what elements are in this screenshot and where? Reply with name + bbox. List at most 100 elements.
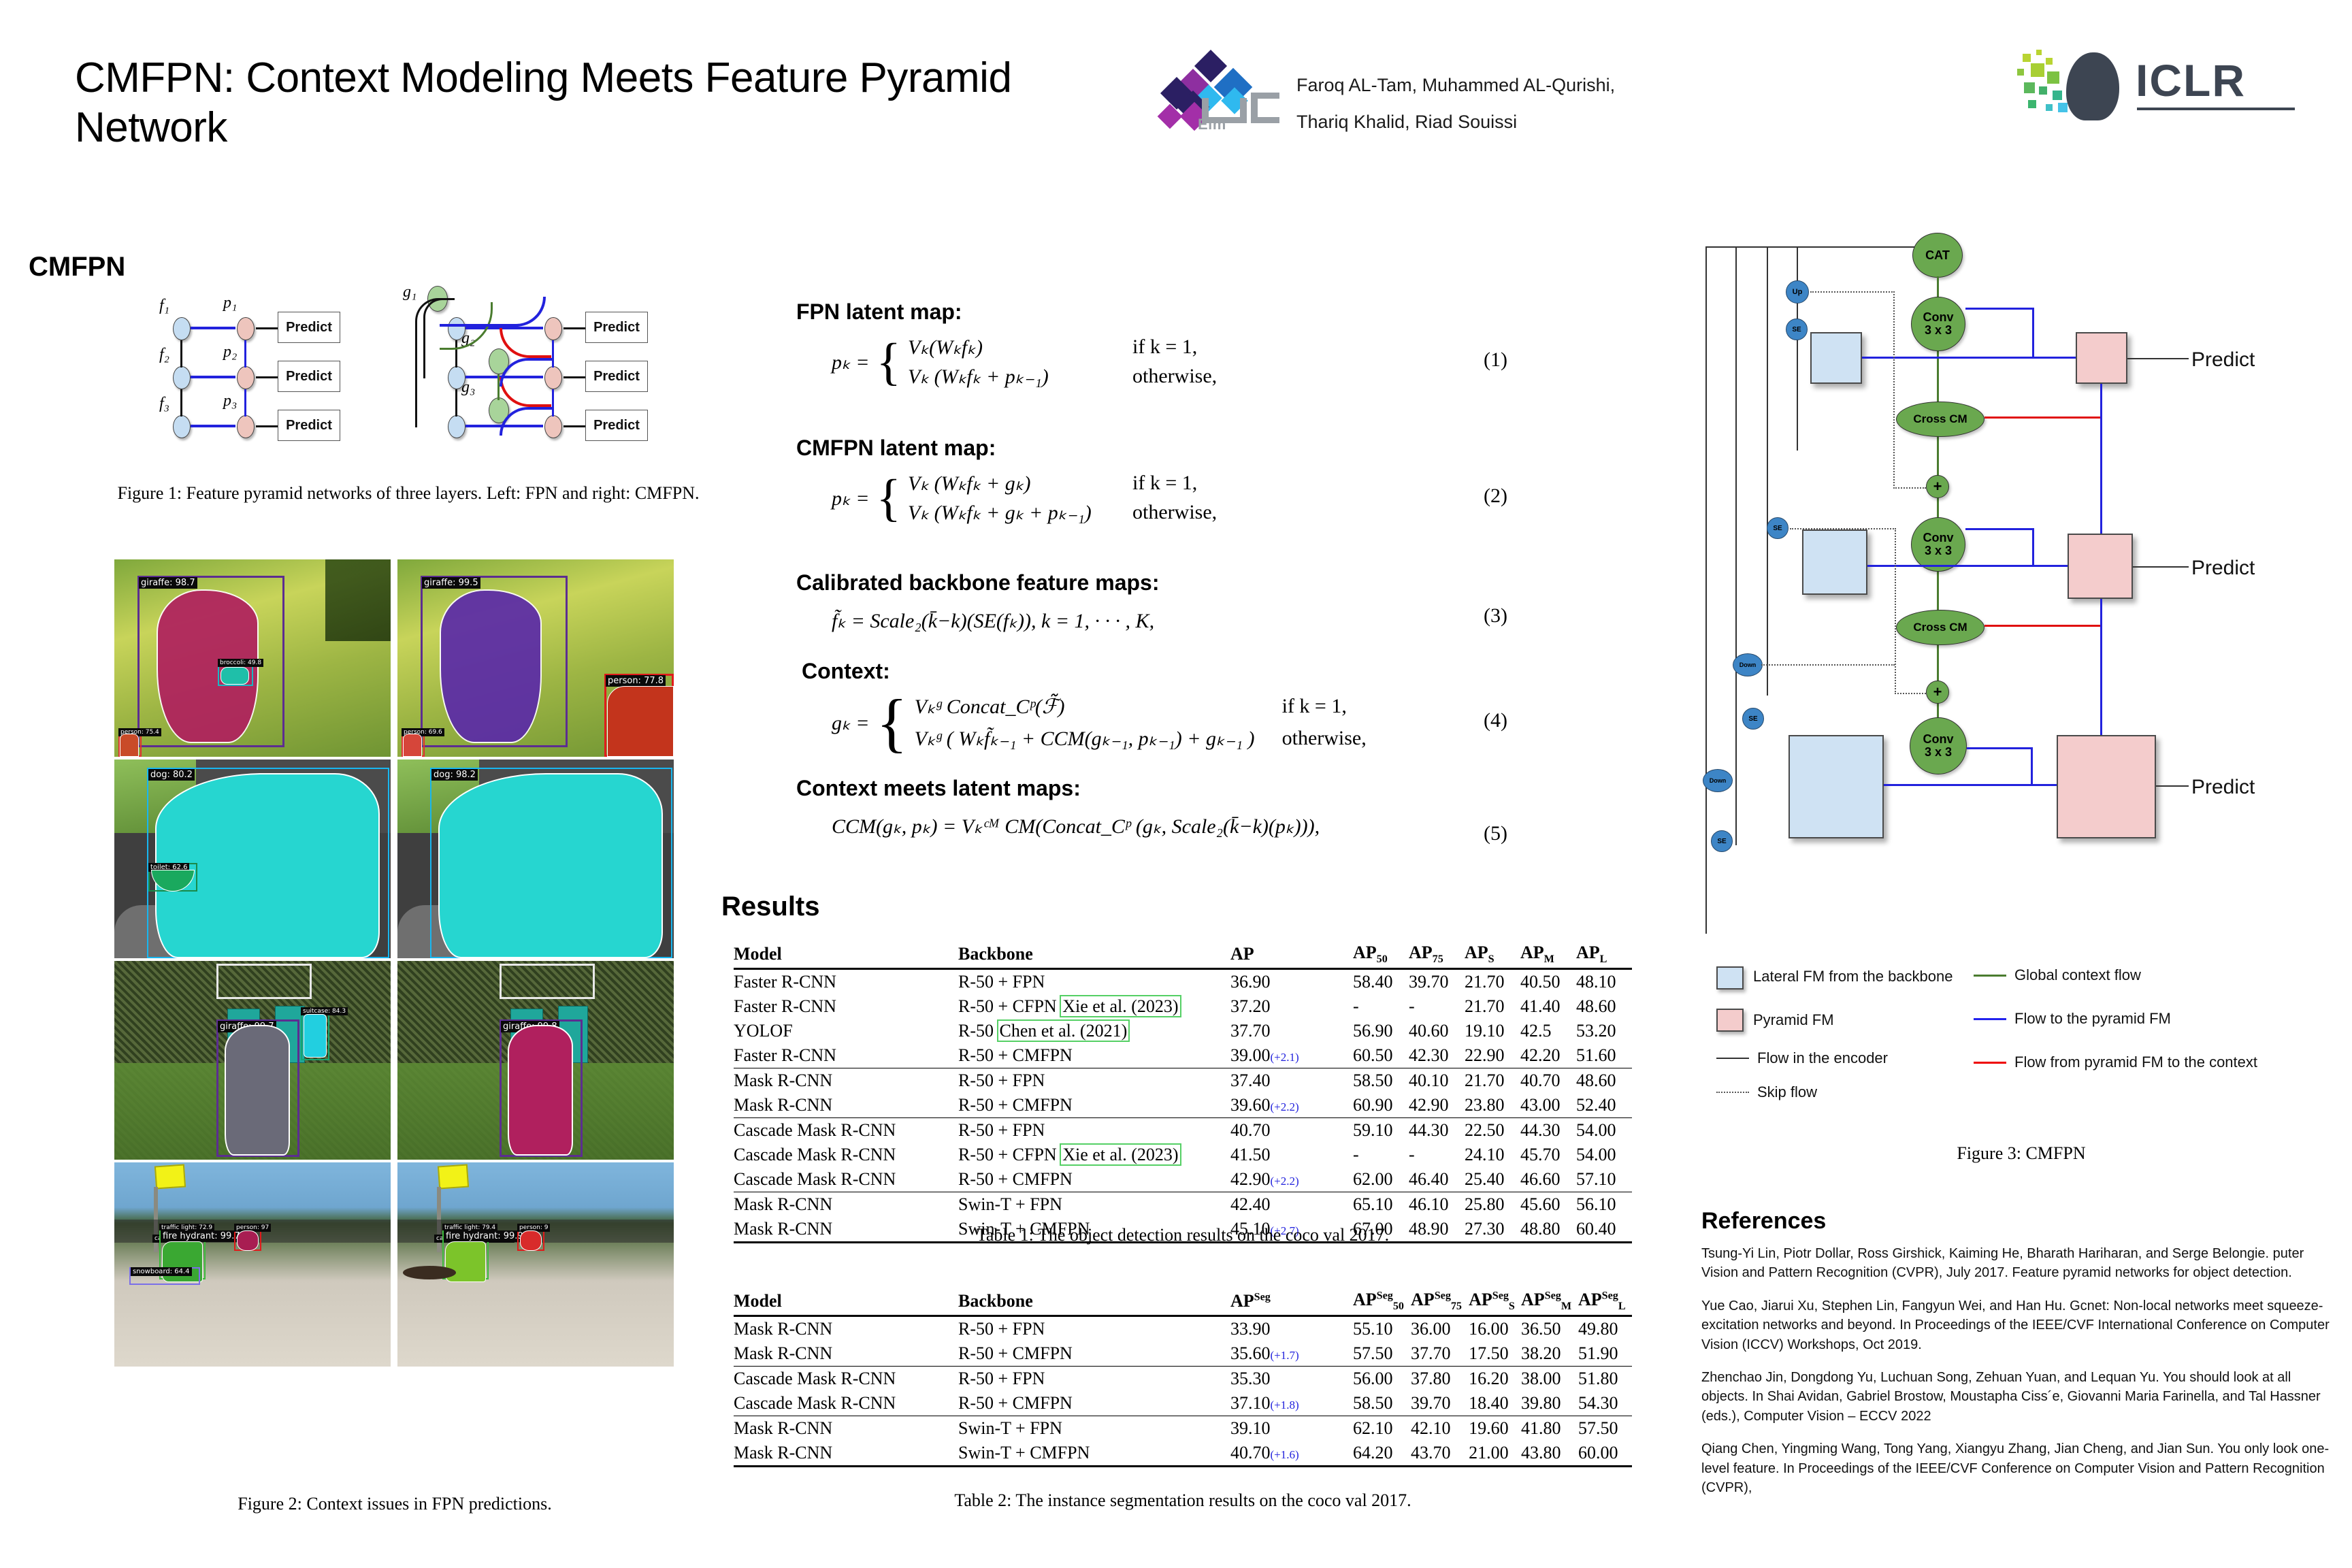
table-row: Cascade Mask R-CNN R-50 + CMFPN 37.10(+1.8… — [734, 1391, 1632, 1416]
fig3-legend-label-pyramid: Pyramid FM — [1753, 1011, 1834, 1028]
fig3-node-se-3: SE — [1742, 708, 1764, 730]
cell-ap50: 56.00 — [1353, 1369, 1393, 1389]
equation-2-case2: Vₖ (Wₖfₖ + gₖ + pₖ₋₁) — [908, 502, 1092, 524]
figure-1-caption: Figure 1: Feature pyramid networks of th… — [117, 483, 700, 503]
fig3-predict-label-3: Predict — [2191, 776, 2255, 798]
cell-backbone: Swin-T + FPN — [958, 1194, 1062, 1215]
cell-apl: 54.00 — [1576, 1145, 1616, 1165]
table-object-detection: Model Backbone AP AP50 AP75 APS APM APL Faster … — [734, 941, 1632, 1245]
table-row: Faster R-CNN R-50 + CMFPN 39.00(+2.1) 60.50… — [734, 1043, 1632, 1068]
table-column-header: APSeg75 — [1411, 1290, 1462, 1313]
figure2-annotation: traffic light: 72.9 — [159, 1224, 215, 1232]
cell-ap75: 36.00 — [1411, 1319, 1451, 1339]
table-column-header: AP — [1230, 944, 1254, 964]
equation-4-case1: Vₖᵍ Concat_Cᵖ(ℱ̃) — [914, 696, 1065, 718]
cell-ap75: 46.10 — [1409, 1194, 1449, 1215]
figure-3: CAT Up SE SE Down SE Down SE Conv 3 x 3 … — [1701, 231, 2341, 1109]
cell-apl: 54.00 — [1576, 1120, 1616, 1141]
cell-apm: 48.80 — [1520, 1219, 1561, 1239]
cell-aps: 27.30 — [1465, 1219, 1505, 1239]
cell-backbone: R-50 + CMFPN — [958, 1169, 1073, 1190]
table-row: YOLOF R-50 Chen et al. (2021) 37.70 56.90 40… — [734, 1019, 1632, 1043]
fig1-label-p1: p₁ — [223, 294, 238, 312]
fig3-legend-arrow-context-icon — [1974, 975, 2006, 977]
fig3-legend-arrow-encoder-icon — [1716, 1058, 1749, 1059]
fig1-label-f1: f₁ — [159, 297, 170, 314]
cell-ap: 39.00(+2.1) — [1230, 1045, 1299, 1066]
fig3-node-conv-3: Conv 3 x 3 — [1910, 717, 1967, 774]
equation-4-lhs: gₖ = — [832, 711, 870, 734]
table-row: Mask R-CNN R-50 + FPN 33.90 55.10 36.00 16.00… — [734, 1316, 1632, 1342]
fig1-node-f2 — [173, 366, 191, 389]
cell-model: YOLOF — [734, 1021, 793, 1041]
cell-ap: 45.10(+2.7) — [1230, 1219, 1299, 1239]
cell-ap50: 65.10 — [1353, 1194, 1393, 1215]
figure2-annotation: giraffe: 99.5 — [422, 577, 480, 589]
cell-backbone: Swin-T + CMFPN — [958, 1443, 1090, 1463]
table-row: Mask R-CNN Swin-T + CMFPN 40.70(+1.6) 64.20… — [734, 1441, 1632, 1467]
table-column-header: Backbone — [958, 944, 1033, 964]
cell-ap: 41.50 — [1230, 1145, 1271, 1165]
equation-3-body: f̃ₖ = Scale₂(k̄−k)(SE(fₖ)), k = 1, · · ·… — [832, 610, 1155, 632]
figure2-panel-r4-right: traffic light: 79.4 car: 35.5 car: 32.5 … — [397, 1162, 674, 1367]
fig1-predict-box-3: Predict — [278, 410, 340, 441]
cell-ap75: 48.90 — [1409, 1219, 1449, 1239]
fig3-conv-line2: 3 x 3 — [1924, 323, 1953, 337]
cell-model: Mask R-CNN — [734, 1071, 833, 1091]
reference-item: Zhenchao Jin, Dongdong Yu, Luchuan Song,… — [1701, 1369, 2321, 1424]
cell-ap75: 37.70 — [1411, 1343, 1451, 1364]
section-heading-results: Results — [721, 892, 820, 921]
cell-backbone: R-50 + CMFPN — [958, 1045, 1073, 1066]
figure2-annotation: person: 9 — [517, 1224, 551, 1232]
equation-4-case2: Vₖᵍ ( Wₖf̃ₖ₋₁ + CCM(gₖ₋₁, pₖ₋₁) + gₖ₋₁ ) — [914, 728, 1255, 750]
author-line-2: Thariq Khalid, Riad Souissi — [1296, 112, 1518, 132]
table-column-header: APSeg50 — [1353, 1290, 1404, 1313]
cell-aps: 18.40 — [1469, 1393, 1509, 1414]
cell-aps: 16.20 — [1469, 1369, 1509, 1389]
table-column-header: APSeg — [1230, 1291, 1271, 1311]
equation-2-cond2: otherwise, — [1132, 501, 1218, 523]
cell-backbone: R-50 + FPN — [958, 972, 1045, 992]
fig3-node-cross-cm-1: Cross CM — [1896, 402, 1984, 437]
equation-block-1: FPN latent map: pₖ = { Vₖ(Wₖfₖ) if k = 1… — [796, 299, 1218, 391]
table-row: Mask R-CNN Swin-T + FPN 39.10 62.10 42.10 19.… — [734, 1416, 1632, 1441]
cell-aps: 22.50 — [1465, 1120, 1505, 1141]
cell-backbone: Swin-T + CMFPN — [958, 1219, 1090, 1239]
cell-aps: 21.00 — [1469, 1443, 1509, 1463]
fig3-legend-label-context: Global context flow — [2014, 966, 2141, 983]
table-column-header: APM — [1520, 943, 1554, 966]
references-section: References Tsung-Yi Lin, Piotr Dollar, R… — [1701, 1208, 2334, 1511]
fig1-predict-box-5: Predict — [585, 361, 648, 392]
cell-ap75: 37.80 — [1411, 1369, 1451, 1389]
cell-backbone: R-50 + FPN — [958, 1369, 1045, 1389]
cell-model: Cascade Mask R-CNN — [734, 1145, 896, 1165]
fig3-node-plus-2: + — [1926, 681, 1949, 704]
figure2-annotation: broccoli: 49.8 — [218, 659, 264, 667]
fig1-predict-box-2: Predict — [278, 361, 340, 392]
cell-backbone: R-50 + CFPN Xie et al. (2023) — [958, 1143, 1181, 1166]
fig1-node-p1 — [237, 317, 255, 340]
cell-model: Mask R-CNN — [734, 1443, 833, 1463]
table-column-header: APS — [1465, 943, 1494, 966]
figure2-panel-r1-right: giraffe: 99.5 person: 77.8 person: 69.6 — [397, 559, 674, 757]
section-heading-cmfpn: CMFPN — [29, 252, 126, 282]
fig1-label-g3: g₃ — [461, 378, 476, 396]
cell-apl: 48.60 — [1576, 996, 1616, 1017]
figure2-panel-r4-left: traffic light: 72.9 car: 93.5 fire hydra… — [114, 1162, 391, 1367]
cell-apm: 41.40 — [1520, 996, 1561, 1017]
table-header-row: Model Backbone AP AP50 AP75 APS APM APL — [734, 941, 1632, 969]
table-header-row: Model Backbone APSeg APSeg50 APSeg75 APSegS AP… — [734, 1288, 1632, 1316]
table-column-header: Model — [734, 1291, 782, 1311]
fig3-lateral-fm-3 — [1788, 735, 1884, 838]
cell-ap: 37.10(+1.8) — [1230, 1393, 1299, 1414]
fig3-legend-swatch-lateral — [1716, 966, 1744, 990]
cell-ap75: - — [1409, 996, 1415, 1017]
cell-apm: 42.20 — [1520, 1045, 1561, 1066]
figure-3-caption: Figure 3: CMFPN — [1957, 1143, 2086, 1163]
cell-aps: 25.40 — [1465, 1169, 1505, 1190]
figure2-panel-r3-right: giraffe: 99.8 — [397, 961, 674, 1160]
cell-ap50: 58.50 — [1353, 1071, 1393, 1091]
table-column-header: APSegS — [1469, 1290, 1515, 1313]
equation-1-cond1: if k = 1, — [1132, 336, 1198, 358]
